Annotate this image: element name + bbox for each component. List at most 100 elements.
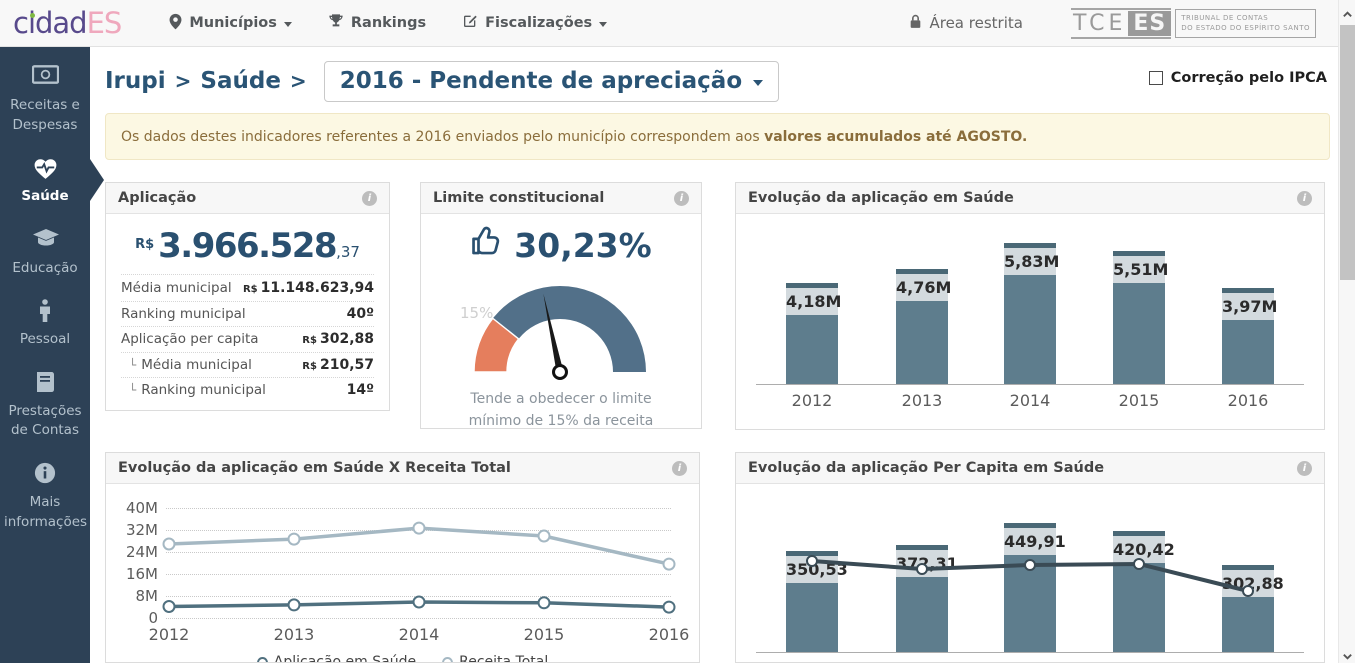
top-navbar: cidadES Municípios Rankings Fiscalizaçõe… [0, 0, 1338, 47]
stat-value: R$ 302,88 [302, 331, 374, 348]
data-point-2014[interactable] [412, 595, 426, 609]
area-restrita-link[interactable]: Área restrita [909, 14, 1023, 33]
vertical-scrollbar[interactable] [1338, 0, 1355, 663]
info-icon[interactable]: i [1297, 190, 1312, 206]
menu-fiscalizacoes[interactable]: Fiscalizações [462, 13, 608, 33]
data-point-2014[interactable] [412, 521, 426, 535]
sidebar-item-label: Pessoal [19, 331, 71, 348]
info-icon[interactable]: i [674, 190, 689, 206]
data-point-2016[interactable] [662, 600, 676, 614]
bar-2012[interactable]: 4,18M [786, 283, 841, 384]
info-icon[interactable]: i [362, 190, 377, 206]
gridline [166, 574, 671, 575]
sidebar-item-educacao[interactable]: Educação [0, 228, 90, 279]
scroll-down-arrow-icon[interactable] [1342, 647, 1353, 660]
menu-rankings[interactable]: Rankings [328, 13, 426, 33]
x-tick-label: 2016 [648, 625, 690, 644]
bar-cap [786, 283, 838, 288]
sidebar-item-pessoal[interactable]: Pessoal [0, 299, 90, 350]
bar-2014[interactable]: 449,91 [1004, 523, 1066, 652]
year-selector-dropdown[interactable]: 2016 - Pendente de apreciação [323, 60, 780, 102]
data-point-2015[interactable] [1133, 558, 1145, 570]
sidebar-item-label: Educação [12, 259, 78, 276]
info-icon [32, 462, 58, 486]
bar-2014[interactable]: 5,83M [1004, 243, 1059, 384]
data-point-2015[interactable] [537, 529, 551, 543]
x-tick-label: 2015 [1099, 659, 1179, 662]
data-point-2016[interactable] [662, 557, 676, 571]
bar-cap [1004, 243, 1056, 248]
sidebar-item-label: Receitas e Despesas [10, 97, 80, 133]
bar-cap [896, 269, 948, 274]
bar-cap [896, 545, 948, 550]
stat-label: Aplicação per capita [121, 331, 259, 348]
info-icon[interactable]: i [1297, 460, 1312, 476]
scroll-up-arrow-icon[interactable] [1342, 5, 1353, 17]
breadcrumb-municipality[interactable]: Irupi [105, 68, 166, 94]
card-title: Evolução da aplicação em Saúde [748, 190, 1014, 206]
ipca-checkbox[interactable] [1148, 71, 1163, 85]
data-point-2013[interactable] [287, 532, 301, 546]
legend-item-1[interactable]: Receita Total [442, 654, 549, 663]
x-tick-label: 2012 [791, 391, 833, 410]
card-saude-x-receita: Evolução da aplicação em Saúde X Receita… [105, 452, 700, 663]
stat-row-per-capita-ranking: └ Ranking municipal 14º [121, 377, 374, 403]
stat-row-per-capita-media: └ Média municipal R$ 210,57 [121, 351, 374, 378]
tce-logo-main: TCE ES [1070, 7, 1172, 39]
bar-2013[interactable]: 4,76M [896, 269, 951, 384]
sidebar-item-saude[interactable]: Saúde [0, 156, 90, 207]
cidades-logo[interactable]: cidadES [13, 6, 122, 40]
x-tick-label: 2013 [273, 625, 315, 644]
card-aplicacao: Aplicação i R$ 3.966.528,37 Média municip… [105, 182, 390, 411]
bar-2016[interactable]: 302,88 [1222, 565, 1284, 652]
breadcrumb-section[interactable]: Saúde [200, 68, 281, 94]
y-tick-label: 40M [125, 499, 158, 517]
data-point-2012[interactable] [162, 537, 176, 551]
data-point-2015[interactable] [537, 596, 551, 610]
value-cents: ,37 [336, 243, 360, 261]
sidebar-item-receitas-despesas[interactable]: Receitas e Despesas [0, 65, 90, 135]
x-axis [756, 652, 1304, 653]
menu-label: Fiscalizações [485, 15, 593, 31]
scrollbar-thumb[interactable] [1340, 25, 1355, 280]
legend-label: Receita Total [459, 654, 549, 663]
data-point-2013[interactable] [916, 563, 928, 575]
bar-2016[interactable]: 3,97M [1222, 288, 1277, 384]
aplicacao-stats-list: Média municipal R$ 11.148.623,94 Ranking … [121, 274, 374, 403]
card-body: 350,532012372,312013449,912014420,422015… [736, 484, 1324, 662]
tce-caption-line1: TRIBUNAL DE CONTAS [1181, 13, 1269, 22]
limite-value-text: 30,23% [514, 225, 652, 265]
logo-text-cidad: cidad [13, 6, 88, 40]
line-chart-saude-receita: 0 8M 16M 24M 32M 40M 2012 2013 2014 2015 2016 Aplic… [106, 484, 699, 662]
legend-marker-icon [442, 656, 454, 662]
info-icon[interactable]: i [672, 460, 687, 476]
sidebar-item-prestacoes[interactable]: Prestações de Contas [0, 371, 90, 441]
gauge-needle [543, 293, 564, 373]
alert-text: Os dados destes indicadores referentes a… [121, 128, 1028, 145]
breadcrumb: Irupi > Saúde > 2016 - Pendente de aprec… [105, 60, 780, 102]
bar-2015[interactable]: 5,51M [1113, 251, 1168, 384]
data-point-2014[interactable] [1024, 559, 1036, 571]
legend-label: Aplicação em Saúde [273, 654, 417, 663]
data-point-2012[interactable] [806, 555, 818, 567]
x-tick-label: 2016 [1227, 391, 1269, 410]
bar-2015[interactable]: 420,42 [1113, 531, 1175, 652]
legend-item-0[interactable]: Aplicação em Saúde [256, 654, 417, 663]
stat-label: Ranking municipal [141, 382, 266, 399]
sidebar-item-mais-informacoes[interactable]: Mais informações [0, 462, 90, 532]
stat-row-ranking-municipal: Ranking municipal 40º [121, 300, 374, 327]
data-point-2013[interactable] [287, 598, 301, 612]
edit-icon [462, 13, 478, 33]
x-tick-label: 2015 [523, 625, 565, 644]
card-limite-constitucional: Limite constitucional i 30,23% 15% Tende… [420, 182, 702, 429]
data-point-2012[interactable] [162, 600, 176, 613]
active-item-arrow [90, 159, 104, 201]
gridline [166, 552, 671, 553]
menu-municipios[interactable]: Municípios [169, 13, 292, 34]
stat-value: R$ 210,57 [302, 356, 374, 373]
legend-marker-icon [256, 656, 268, 662]
main-menu: Municípios Rankings Fiscalizações [169, 13, 608, 34]
data-point-2016[interactable] [1242, 585, 1254, 597]
tce-caption-line2: DO ESTADO DO ESPÍRITO SANTO [1181, 24, 1310, 32]
tce-es-logo[interactable]: TCE ES TRIBUNAL DE CONTAS DO ESTADO DO E… [1070, 7, 1316, 39]
